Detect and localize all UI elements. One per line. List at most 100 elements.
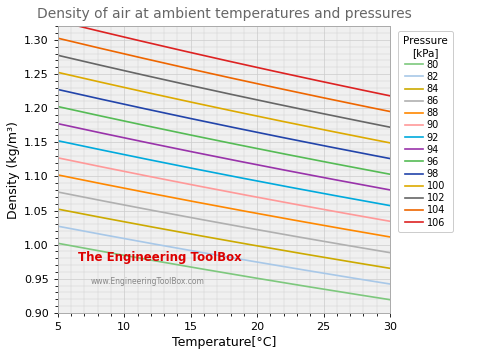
88 <box>68 176 74 180</box>
88 <box>75 177 81 181</box>
100 <box>358 135 364 140</box>
96 <box>370 169 376 173</box>
88 <box>358 230 364 234</box>
90 <box>75 160 81 164</box>
100 <box>75 75 81 79</box>
94 <box>75 126 81 130</box>
Title: Density of air at ambient temperatures and pressures: Density of air at ambient temperatures a… <box>36 7 412 21</box>
82 <box>116 236 122 240</box>
96 <box>387 172 393 176</box>
94 <box>55 121 61 126</box>
Line: 104: 104 <box>58 38 390 111</box>
106 <box>68 22 74 26</box>
104 <box>68 39 74 43</box>
84 <box>68 210 74 214</box>
82 <box>387 282 393 286</box>
Line: 80: 80 <box>58 243 390 300</box>
96 <box>55 104 61 109</box>
104 <box>144 57 150 61</box>
84 <box>387 266 393 271</box>
84 <box>75 211 81 215</box>
106 <box>55 19 61 23</box>
88 <box>55 173 61 177</box>
104 <box>370 106 376 110</box>
102 <box>370 122 376 126</box>
80 <box>144 257 150 261</box>
104 <box>55 36 61 40</box>
100 <box>144 90 150 94</box>
98 <box>68 90 74 95</box>
Text: The Engineering ToolBox: The Engineering ToolBox <box>78 251 241 264</box>
82 <box>370 279 376 283</box>
104 <box>358 104 364 108</box>
84 <box>144 224 150 228</box>
88 <box>144 190 150 195</box>
104 <box>75 41 81 45</box>
Line: 94: 94 <box>58 124 390 190</box>
86 <box>358 246 364 250</box>
100 <box>116 84 122 89</box>
100 <box>387 141 393 145</box>
88 <box>387 235 393 239</box>
100 <box>370 137 376 142</box>
Text: www.EngineeringToolBox.com: www.EngineeringToolBox.com <box>91 277 205 286</box>
90 <box>358 214 364 218</box>
84 <box>116 219 122 223</box>
92 <box>358 198 364 203</box>
104 <box>387 109 393 114</box>
94 <box>358 183 364 187</box>
88 <box>116 185 122 189</box>
98 <box>387 156 393 161</box>
102 <box>116 68 122 72</box>
98 <box>116 101 122 105</box>
Y-axis label: Density (kg/m³): Density (kg/m³) <box>7 121 20 219</box>
92 <box>68 141 74 146</box>
Line: 102: 102 <box>58 55 390 127</box>
82 <box>55 224 61 228</box>
98 <box>370 153 376 157</box>
106 <box>144 40 150 44</box>
102 <box>387 125 393 129</box>
82 <box>358 277 364 282</box>
86 <box>68 193 74 197</box>
86 <box>144 207 150 211</box>
102 <box>55 53 61 57</box>
84 <box>55 207 61 211</box>
Line: 82: 82 <box>58 226 390 284</box>
94 <box>116 135 122 139</box>
90 <box>144 174 150 178</box>
90 <box>387 219 393 224</box>
80 <box>370 295 376 299</box>
Line: 92: 92 <box>58 141 390 206</box>
92 <box>144 157 150 161</box>
94 <box>387 188 393 192</box>
Line: 90: 90 <box>58 158 390 221</box>
80 <box>55 241 61 245</box>
102 <box>68 56 74 61</box>
80 <box>358 293 364 297</box>
98 <box>75 92 81 96</box>
106 <box>75 24 81 28</box>
82 <box>75 228 81 232</box>
90 <box>116 168 122 173</box>
80 <box>116 252 122 257</box>
88 <box>370 232 376 236</box>
100 <box>55 70 61 74</box>
86 <box>387 251 393 255</box>
96 <box>75 109 81 113</box>
98 <box>55 87 61 91</box>
80 <box>387 298 393 302</box>
86 <box>75 194 81 198</box>
94 <box>144 140 150 145</box>
106 <box>387 94 393 98</box>
Line: 88: 88 <box>58 175 390 237</box>
94 <box>68 124 74 129</box>
84 <box>370 263 376 268</box>
82 <box>144 240 150 245</box>
Line: 106: 106 <box>58 21 390 96</box>
96 <box>358 167 364 171</box>
96 <box>116 118 122 122</box>
106 <box>370 90 376 94</box>
106 <box>358 88 364 92</box>
Line: 98: 98 <box>58 89 390 158</box>
